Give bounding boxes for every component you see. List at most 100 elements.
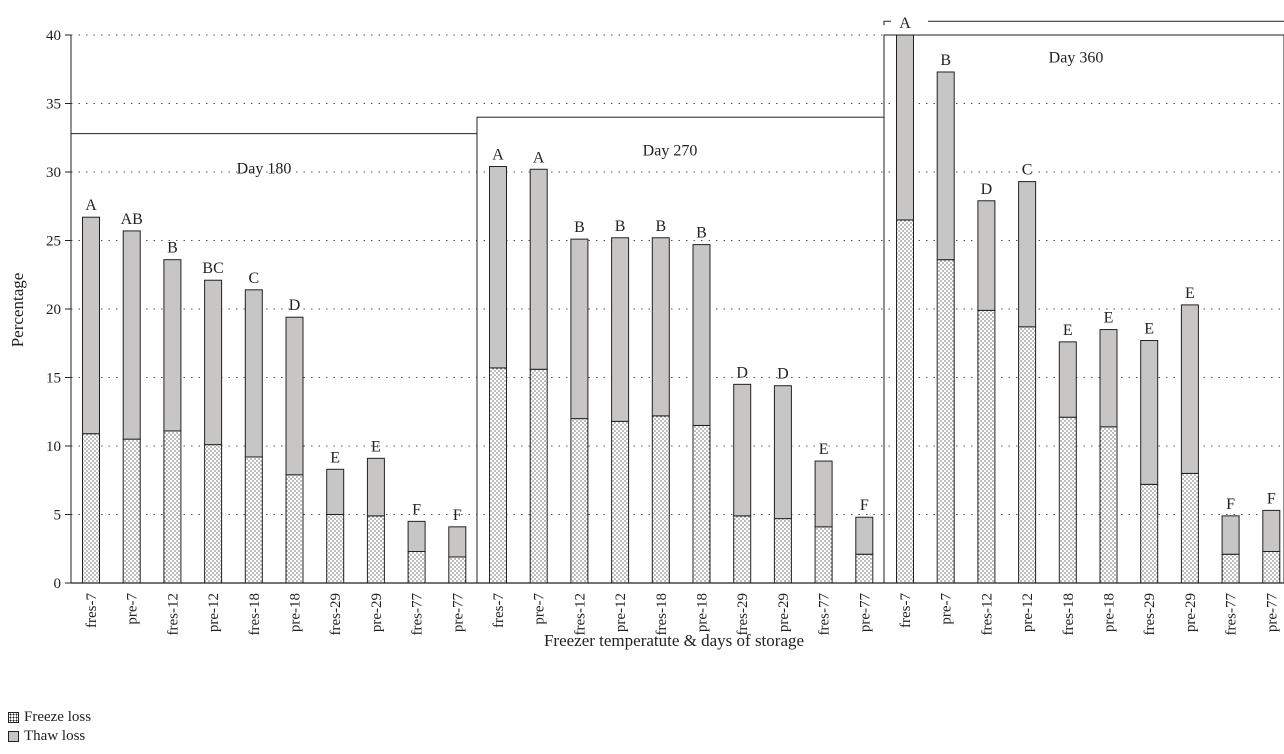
bar-thaw-loss xyxy=(366,457,385,517)
significance-letter: E xyxy=(1144,321,1154,338)
significance-letter: A xyxy=(85,197,97,214)
x-tick-label: pre-18 xyxy=(288,593,304,632)
x-tick-label: pre-12 xyxy=(206,593,222,632)
significance-letter: B xyxy=(574,219,585,236)
bar-thaw-loss xyxy=(122,230,141,440)
x-tick-label: fres-29 xyxy=(328,593,344,635)
x-tick-label: pre-18 xyxy=(695,593,711,632)
bar-thaw-loss xyxy=(1221,515,1240,555)
bar-thaw-loss xyxy=(692,244,711,426)
bar-freeze-loss xyxy=(285,474,304,584)
y-tick-label: 35 xyxy=(46,97,61,113)
y-tick-label: 25 xyxy=(46,234,61,250)
x-tick-label: pre-29 xyxy=(369,593,385,632)
bar-thaw-loss xyxy=(773,385,792,520)
bar-thaw-loss xyxy=(651,237,670,417)
bar-freeze-loss xyxy=(896,219,914,584)
significance-letter: A xyxy=(899,15,911,32)
bar-thaw-loss xyxy=(82,216,100,435)
x-tick-label: pre-7 xyxy=(125,593,141,625)
bar-thaw-loss xyxy=(1262,509,1281,552)
x-tick-label: pre-7 xyxy=(939,593,955,625)
significance-letter: E xyxy=(819,441,829,458)
bar-thaw-loss xyxy=(407,520,426,552)
x-tick-label: fres-18 xyxy=(247,593,263,635)
x-tick-label: fres-29 xyxy=(1142,593,1158,635)
x-tick-label: pre-18 xyxy=(1102,593,1118,632)
x-tick-label: pre-12 xyxy=(1020,593,1036,632)
x-tick-label: fres-77 xyxy=(410,593,426,636)
bar-freeze-loss xyxy=(1058,416,1077,584)
y-tick-label: 15 xyxy=(46,371,61,387)
y-axis-title: Percentage xyxy=(8,273,27,348)
bar-freeze-loss xyxy=(366,515,385,584)
x-tick-label: fres-18 xyxy=(654,593,670,635)
significance-letter: BC xyxy=(202,260,223,277)
bar-freeze-loss xyxy=(1018,326,1037,584)
bar-thaw-loss xyxy=(204,279,223,446)
bar-freeze-loss xyxy=(244,456,263,584)
significance-letter: C xyxy=(248,270,259,287)
bar-freeze-loss xyxy=(773,518,792,584)
y-tick-label: 0 xyxy=(54,576,62,592)
x-tick-label: fres-77 xyxy=(817,593,833,636)
significance-letter: D xyxy=(981,181,993,198)
significance-letter: B xyxy=(615,218,626,235)
bar-freeze-loss xyxy=(855,553,874,584)
bar-freeze-loss xyxy=(1262,550,1281,584)
significance-letter: E xyxy=(1185,285,1195,302)
bar-thaw-loss xyxy=(814,460,833,528)
x-tick-label: pre-77 xyxy=(857,593,873,633)
significance-letter: D xyxy=(289,297,301,314)
bar-freeze-loss xyxy=(977,309,996,584)
bar-thaw-loss xyxy=(1018,181,1037,328)
bar-thaw-loss xyxy=(1180,304,1199,474)
significance-letter: B xyxy=(940,52,951,69)
x-tick-label: pre-29 xyxy=(776,593,792,632)
significance-letter: D xyxy=(736,364,748,381)
bar-freeze-loss xyxy=(1180,472,1199,584)
bar-freeze-loss xyxy=(651,415,670,584)
significance-letter: E xyxy=(371,438,381,455)
x-tick-label: pre-29 xyxy=(1183,593,1199,632)
significance-letter: F xyxy=(412,501,421,518)
x-tick-label: fres-12 xyxy=(165,593,181,635)
bar-freeze-loss xyxy=(529,368,548,584)
bar-freeze-loss xyxy=(1140,483,1159,584)
significance-letter: F xyxy=(1267,490,1276,507)
thaw-loss-swatch xyxy=(8,731,19,742)
y-tick-label: 10 xyxy=(46,439,61,455)
bar-freeze-loss xyxy=(326,514,345,584)
bar-thaw-loss xyxy=(733,383,752,517)
y-tick-label: 30 xyxy=(46,165,61,181)
bar-thaw-loss xyxy=(855,516,874,555)
legend-label-freeze: Freeze loss xyxy=(24,709,92,725)
bar-freeze-loss xyxy=(1099,426,1118,584)
bar-thaw-loss xyxy=(163,259,182,432)
significance-letter: B xyxy=(167,240,178,257)
significance-letter: C xyxy=(1022,162,1033,179)
axes: 0 5 10 15 20 25 30 35 40 fres-7 pre-7 fres-12 pre-12… xyxy=(46,28,1284,635)
bar-thaw-loss xyxy=(896,34,914,221)
freeze-loss-swatch xyxy=(8,712,19,723)
legend-item-thaw: Thaw loss xyxy=(8,727,91,746)
bar-freeze-loss xyxy=(204,444,223,584)
significance-letter: A xyxy=(533,149,545,166)
x-tick-label: fres-12 xyxy=(979,593,995,635)
bar-thaw-loss xyxy=(570,238,589,420)
bar-thaw-loss xyxy=(529,168,548,370)
x-tick-label: fres-7 xyxy=(84,593,100,628)
x-axis-title: Freezer temperatute & days of storage xyxy=(544,631,804,650)
significance-letter: B xyxy=(655,218,666,235)
x-tick-label: fres-7 xyxy=(898,593,914,628)
legend-item-freeze: Freeze loss xyxy=(8,708,91,727)
bar-freeze-loss xyxy=(611,420,630,584)
bar-freeze-loss xyxy=(407,550,426,584)
bar-thaw-loss xyxy=(977,200,996,311)
y-tick-label: 20 xyxy=(46,302,61,318)
bracket xyxy=(883,20,891,26)
significance-letter: F xyxy=(453,507,462,524)
significance-letter: D xyxy=(777,366,789,383)
bar-freeze-loss xyxy=(82,433,100,584)
